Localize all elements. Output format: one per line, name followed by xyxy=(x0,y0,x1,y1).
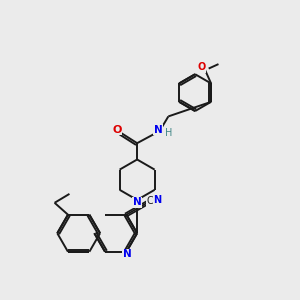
Text: H: H xyxy=(165,128,172,138)
Text: N: N xyxy=(154,125,162,135)
Text: N: N xyxy=(153,195,161,205)
Text: N: N xyxy=(123,249,132,259)
Text: N: N xyxy=(133,197,142,207)
Text: O: O xyxy=(112,125,122,135)
Text: O: O xyxy=(197,62,206,72)
Text: C: C xyxy=(146,196,153,206)
